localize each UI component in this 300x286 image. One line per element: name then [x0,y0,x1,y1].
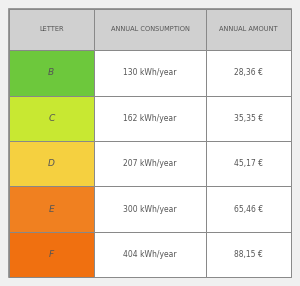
Text: D: D [48,159,55,168]
Bar [206,9,291,50]
Bar [9,50,94,96]
Bar [94,232,206,277]
Text: 35,35 €: 35,35 € [234,114,263,123]
Text: 162 kWh/year: 162 kWh/year [123,114,177,123]
Bar [206,96,291,141]
Text: ANNUAL CONSUMPTION: ANNUAL CONSUMPTION [111,26,189,32]
Bar [94,141,206,186]
Text: C: C [48,114,54,123]
Bar [9,141,94,186]
Text: 88,15 €: 88,15 € [234,250,263,259]
Text: B: B [48,68,54,77]
Text: E: E [48,205,54,214]
Text: 28,36 €: 28,36 € [234,68,263,77]
Bar [94,186,206,232]
Text: ANNUAL AMOUNT: ANNUAL AMOUNT [219,26,278,32]
Bar [206,186,291,232]
Bar [94,9,206,50]
Text: 300 kWh/year: 300 kWh/year [123,205,177,214]
Text: LETTER: LETTER [39,26,64,32]
Text: 45,17 €: 45,17 € [234,159,263,168]
Bar [9,96,94,141]
Text: F: F [49,250,54,259]
Bar [9,9,94,50]
Bar [94,96,206,141]
Text: 65,46 €: 65,46 € [234,205,263,214]
Bar [206,141,291,186]
Text: 404 kWh/year: 404 kWh/year [123,250,177,259]
Bar [9,232,94,277]
Bar [206,232,291,277]
Bar [94,50,206,96]
Text: 130 kWh/year: 130 kWh/year [123,68,177,77]
Bar [206,50,291,96]
Text: 207 kWh/year: 207 kWh/year [123,159,177,168]
Bar [9,186,94,232]
